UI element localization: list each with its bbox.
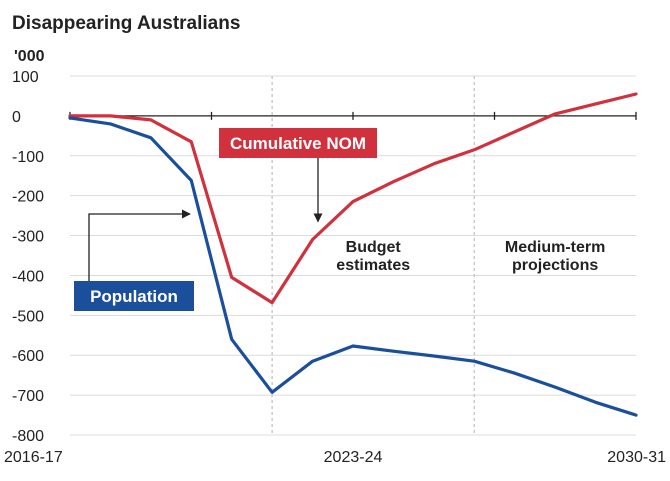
region-labels: Budget estimates Medium-term projections xyxy=(336,239,605,274)
series-lines xyxy=(68,92,638,417)
callout-label-population: Population xyxy=(90,287,178,306)
x-tick-label: 2030-31 xyxy=(607,449,666,466)
callout-box-cumulative-nom xyxy=(219,128,377,158)
y-tick-label: 0 xyxy=(12,109,21,126)
region-label-line: Medium-term xyxy=(505,239,605,256)
callout-arrow-population xyxy=(88,209,191,281)
chart-title: Disappearing Australians xyxy=(12,13,240,34)
y-tick-label: -400 xyxy=(12,268,44,285)
y-tick-label: -600 xyxy=(12,348,44,365)
y-tick-label: -800 xyxy=(12,428,44,445)
y-axis-unit: '000 xyxy=(14,48,45,65)
y-tick-label: 100 xyxy=(12,69,39,86)
region-label-line: Budget xyxy=(346,239,402,256)
y-tick-label: -700 xyxy=(12,388,44,405)
y-tick-label: -300 xyxy=(12,229,44,246)
y-axis-ticks: 100 0 -100 -200 -300 -400 -500 -600 -700 -800 xyxy=(12,69,44,445)
series-line-cumulative-nom xyxy=(68,92,638,305)
y-tick-label: -200 xyxy=(12,189,44,206)
x-tick-label: 2023-24 xyxy=(324,449,383,466)
x-tick-label: 2016-17 xyxy=(4,449,63,466)
callout-label-cumulative-nom: Cumulative NOM xyxy=(230,134,366,153)
zero-axis xyxy=(69,111,637,120)
region-label-line: projections xyxy=(512,257,598,274)
series-callouts: Cumulative NOM Population xyxy=(74,128,377,311)
x-axis-ticks: 2016-17 2023-24 2030-31 xyxy=(4,449,666,466)
region-label: Medium-term projections xyxy=(505,239,605,274)
series-line-population xyxy=(68,116,638,417)
y-tick-label: -100 xyxy=(12,149,44,166)
region-label: Budget estimates xyxy=(336,239,410,274)
gridlines xyxy=(70,75,636,436)
callout-box-population xyxy=(74,281,194,311)
region-label-line: estimates xyxy=(336,257,410,274)
y-tick-label: -500 xyxy=(12,308,44,325)
